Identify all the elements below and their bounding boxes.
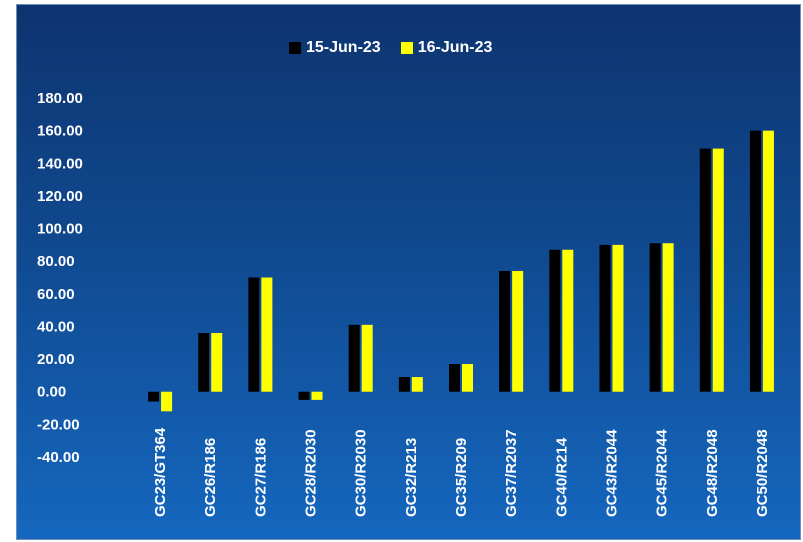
bar-series-2 (612, 244, 624, 392)
y-tick-label: 120.00 (37, 188, 83, 205)
bar-series-2 (361, 324, 373, 392)
x-category-label: GC37/R2037 (503, 429, 520, 517)
bar-series-1 (549, 249, 561, 392)
legend-label-series-1: 15-Jun-23 (306, 39, 381, 56)
y-tick-label: -20.00 (37, 416, 80, 433)
bar-series-1 (148, 391, 160, 402)
y-tick-label: 0.00 (37, 384, 66, 401)
y-tick-label: 100.00 (37, 221, 83, 238)
y-tick-label: 180.00 (37, 90, 83, 107)
bar-series-2 (311, 391, 323, 400)
legend-swatch-yellow (400, 42, 413, 54)
legend-label-series-2: 16-Jun-23 (417, 39, 493, 56)
bar-series-2 (762, 130, 774, 392)
y-tick-label: 20.00 (37, 351, 75, 368)
bar-series-2 (512, 270, 524, 392)
x-category-label: GC35/R209 (453, 438, 470, 517)
bar-series-1 (649, 243, 661, 392)
bar-series-1 (699, 148, 711, 392)
bar-series-2 (462, 363, 473, 392)
y-tick-label: -40.00 (37, 449, 80, 466)
bar-series-2 (411, 377, 423, 392)
bar-series-2 (662, 243, 674, 392)
bar-series-1 (599, 244, 611, 392)
x-category-label: GC30/R2030 (353, 429, 370, 517)
bar-series-2 (712, 148, 724, 392)
bar-series-1 (298, 391, 310, 400)
y-tick-label: 140.00 (37, 155, 83, 172)
x-category-label: GC48/R2048 (704, 429, 721, 517)
chart-area: 15-Jun-23 16-Jun-23 180.00 160.00 140.00 12… (16, 4, 801, 540)
bar-series-1 (348, 324, 360, 392)
bar-series-1 (749, 130, 761, 392)
legend-item-series-2: 16-Jun-23 (400, 39, 493, 57)
bar-series-1 (248, 277, 260, 392)
legend: 15-Jun-23 16-Jun-23 (289, 39, 492, 57)
bar-series-2 (211, 332, 223, 392)
bar-series-1 (398, 377, 410, 392)
bar-chart-plot: 180.00 160.00 140.00 120.00 100.00 80.00 60.00… (37, 90, 774, 517)
x-category-label: GC27/R186 (252, 438, 269, 517)
bar-series-2 (562, 249, 574, 392)
y-tick-label: 40.00 (37, 318, 75, 335)
legend-swatch-black (289, 42, 301, 54)
legend-item-series-1: 15-Jun-23 (289, 39, 381, 57)
y-tick-label: 60.00 (37, 286, 75, 303)
y-tick-label: 160.00 (37, 123, 83, 140)
bar-series-2 (261, 277, 273, 392)
x-category-label: GC43/R2044 (603, 429, 620, 517)
x-category-label: GC40/R214 (553, 437, 570, 517)
y-tick-label: 80.00 (37, 253, 75, 270)
bar-series-1 (499, 270, 511, 392)
x-category-label: GC23/GT364 (152, 427, 169, 517)
bar-series-1 (198, 332, 210, 392)
bar-series-2 (161, 391, 173, 412)
x-category-label: GC32/R213 (403, 438, 420, 517)
x-category-label: GC45/R2044 (654, 429, 671, 517)
x-category-label: GC26/R186 (202, 438, 219, 517)
bar-series-1 (449, 363, 460, 392)
x-category-label: GC28/R2030 (303, 429, 320, 517)
x-category-label: GC50/R2048 (754, 429, 771, 517)
